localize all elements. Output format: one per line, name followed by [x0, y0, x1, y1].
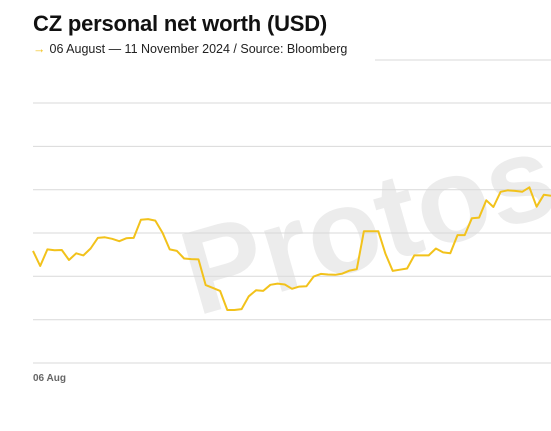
chart-subtitle: → 06 August — 11 November 2024 / Source: … — [33, 42, 347, 56]
subtitle-arrow-icon: → — [33, 42, 46, 56]
x-axis-ticks: 06 Aug — [33, 373, 66, 384]
series-line-net-worth — [32, 186, 551, 311]
series-layer — [32, 186, 551, 311]
x-tick-label: 06 Aug — [33, 373, 66, 384]
chart-title: CZ personal net worth (USD) — [33, 11, 328, 36]
subtitle-text: 06 August — 11 November 2024 / Source: B… — [49, 42, 348, 56]
